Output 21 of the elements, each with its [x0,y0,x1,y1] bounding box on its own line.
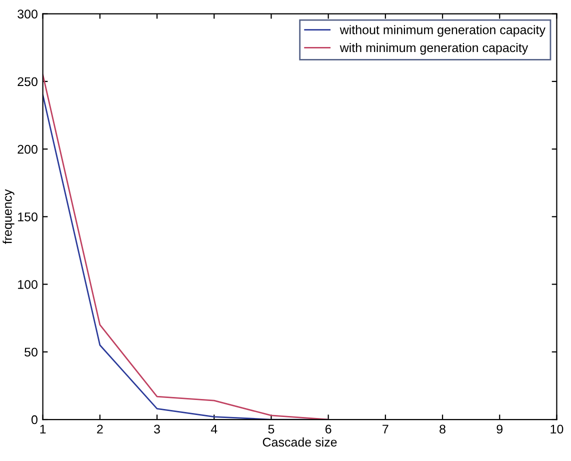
y-tick-label: 100 [18,280,38,289]
y-tick-label: 250 [18,77,38,86]
legend-label: with minimum generation capacity [340,42,528,55]
x-tick-label: 3 [154,424,160,434]
x-axis-title: Cascade size [262,437,337,447]
y-tick-label: 200 [18,144,38,154]
legend-label: without minimum generation capacity [340,25,546,37]
x-tick-label: 9 [496,424,503,434]
y-tick-label: 0 [32,415,38,424]
x-tick-label: 2 [97,424,103,434]
y-axis-title: frequency [2,189,14,244]
x-tick-label: 7 [382,424,388,434]
y-tick-label: 150 [18,212,38,222]
y-tick-label: 300 [18,10,38,18]
x-tick-label: 6 [325,424,332,434]
x-tick-label: 4 [210,424,218,434]
x-tick-label: 1 [40,424,46,434]
y-tick-label: 50 [24,348,38,357]
x-tick-label: 10 [550,424,564,434]
x-tick-label: 8 [440,424,446,434]
x-tick-label: 5 [268,424,274,434]
